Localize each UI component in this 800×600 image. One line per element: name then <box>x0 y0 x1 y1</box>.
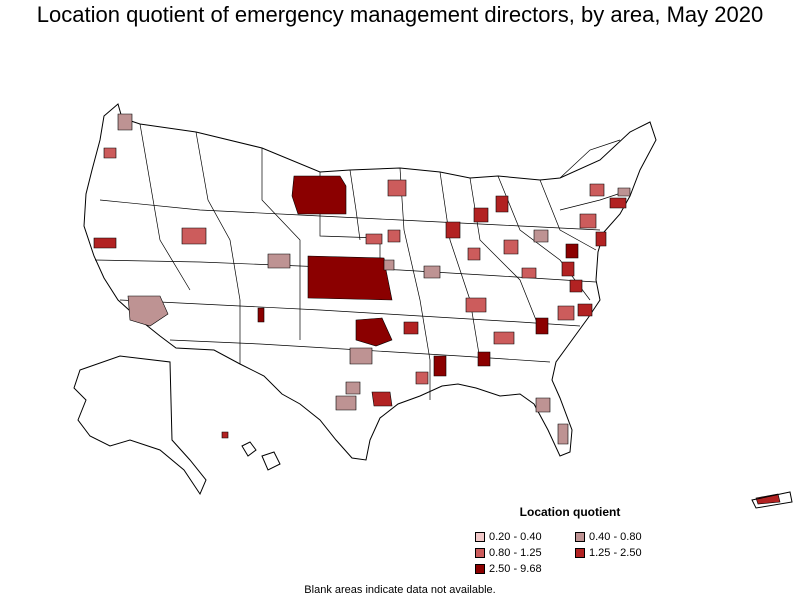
area-north-dakota-region <box>291 175 347 215</box>
area-ny <box>589 183 605 197</box>
area-texas-central <box>335 395 357 411</box>
area-west-virginia <box>533 229 549 243</box>
map-title: Location quotient of emergency managemen… <box>36 2 764 27</box>
area-florida <box>557 423 569 445</box>
area-arizona <box>127 295 169 327</box>
area-oklahoma-region <box>355 317 393 347</box>
area-missouri <box>387 229 401 243</box>
hawaii-outline <box>241 441 281 471</box>
area-iowa <box>365 233 383 245</box>
area-kentucky <box>521 267 537 279</box>
legend-swatch-5 <box>475 564 485 574</box>
legend-label-4: 1.25 - 2.50 <box>589 547 642 559</box>
footnote: Blank areas indicate data not available. <box>304 584 496 596</box>
area-arkansas <box>403 321 419 335</box>
legend-item-1: 0.20 - 0.40 <box>475 531 542 545</box>
area-sf-bay <box>93 237 117 249</box>
legend-label-2: 0.40 - 0.80 <box>589 531 642 543</box>
area-new-england <box>609 197 627 209</box>
area-maryland <box>561 261 575 277</box>
area-virginia-dark <box>565 243 579 259</box>
area-washington <box>117 113 133 131</box>
area-minnesota <box>387 179 407 197</box>
legend-item-5: 2.50 - 9.68 <box>475 563 542 577</box>
area-oregon <box>103 147 117 159</box>
legend-swatch-2 <box>575 532 585 542</box>
area-houston <box>371 391 393 407</box>
legend-item-2: 0.40 - 0.80 <box>575 531 642 545</box>
area-hawaii <box>221 431 229 439</box>
area-louisiana <box>415 371 429 385</box>
legend-item-3: 0.80 - 1.25 <box>475 547 542 561</box>
legend-label-1: 0.20 - 0.40 <box>489 531 542 543</box>
area-mississippi <box>433 355 447 377</box>
legend-item-4: 1.25 - 2.50 <box>575 547 642 561</box>
area-pa <box>579 213 597 229</box>
area-tennessee <box>465 297 487 313</box>
shaded-areas <box>93 113 781 505</box>
area-new-jersey <box>595 231 607 247</box>
legend-label-5: 2.50 - 9.68 <box>489 563 542 575</box>
legend-swatch-3 <box>475 548 485 558</box>
legend-label-3: 0.80 - 1.25 <box>489 547 542 559</box>
legend-swatch-1 <box>475 532 485 542</box>
area-indiana <box>467 247 481 261</box>
area-nc-coast <box>577 303 593 317</box>
area-texas-north <box>349 347 373 365</box>
area-wisconsin <box>473 207 489 223</box>
alaska-outline <box>73 355 207 496</box>
area-new-mexico <box>257 307 265 323</box>
area-florida-tampa <box>535 397 551 413</box>
legend-swatch-4 <box>575 548 585 558</box>
area-ohio <box>503 239 519 255</box>
area-virginia <box>569 279 583 293</box>
area-nebraska-lq <box>617 187 631 197</box>
area-michigan <box>495 195 509 213</box>
area-alabama <box>477 351 491 367</box>
legend-title: Location quotient <box>519 505 621 519</box>
area-idaho <box>181 227 207 245</box>
area-puerto-rico <box>755 493 781 505</box>
area-nc <box>557 305 575 321</box>
area-texas-east <box>345 381 361 395</box>
area-missouri-west <box>423 265 441 279</box>
area-kansas-region <box>307 255 393 301</box>
area-carolina <box>535 317 549 335</box>
area-kansas-city <box>383 259 395 271</box>
area-illinois <box>445 221 461 239</box>
puerto-rico-outline <box>751 491 793 509</box>
area-colorado <box>267 253 291 269</box>
area-georgia <box>493 331 515 345</box>
